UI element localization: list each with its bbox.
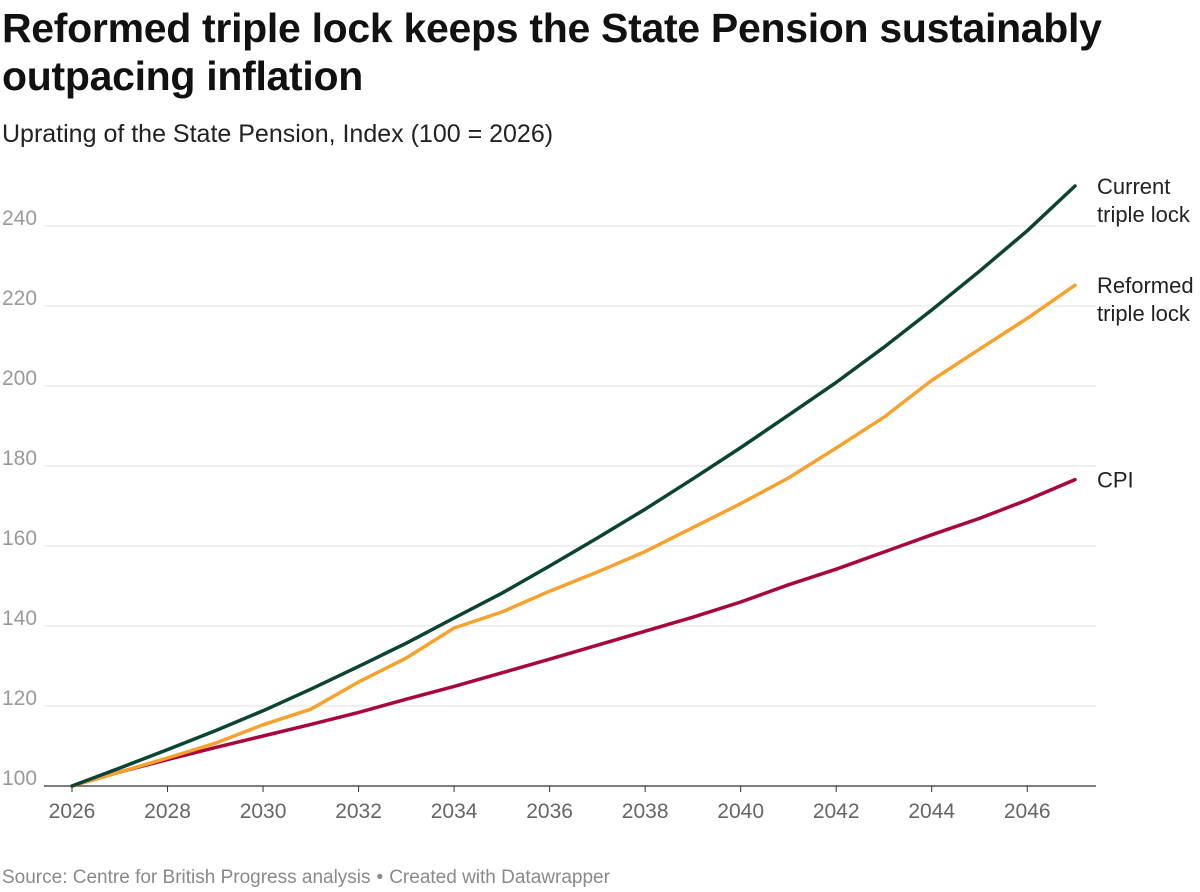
series-line-current-triple-lock [70, 184, 1077, 788]
x-tick-label: 2042 [813, 800, 860, 823]
series-labels: Current triple lock Reformed triple lock CPI [1097, 174, 1194, 493]
gridlines [44, 225, 1096, 787]
series-label-line: triple lock [1097, 301, 1191, 326]
x-tick-label: 2040 [717, 800, 764, 823]
x-tick-label: 2046 [1004, 800, 1051, 823]
series-line-reformed-triple-lock [70, 283, 1077, 788]
y-tick-label: 160 [2, 527, 37, 550]
y-tick-label: 140 [2, 607, 37, 630]
credit-note: Created with Datawrapper [389, 867, 610, 888]
source-note: Source: Centre for British Progress anal… [2, 867, 371, 888]
series-label-current-triple-lock: Current triple lock [1097, 174, 1191, 227]
x-tick-label: 2034 [431, 800, 478, 823]
series-label-line: CPI [1097, 468, 1134, 493]
y-tick-label: 220 [2, 287, 37, 310]
footer-separator: • [376, 867, 384, 888]
series-label-line: triple lock [1097, 202, 1191, 227]
x-axis: 2026 2028 2030 2032 2034 2036 2038 2040 2042 2044… [49, 786, 1051, 823]
x-tick-label: 2030 [240, 800, 287, 823]
series-lines [70, 184, 1077, 788]
series-line-cpi [70, 477, 1077, 788]
chart-subtitle: Uprating of the State Pension, Index (10… [2, 120, 554, 148]
y-axis: 100 120 140 160 180 200 220 240 [2, 207, 37, 790]
y-tick-label: 200 [2, 367, 37, 390]
y-tick-label: 180 [2, 447, 37, 470]
y-tick-label: 120 [2, 687, 37, 710]
x-tick-label: 2036 [526, 800, 573, 823]
series-label-line: Current [1097, 174, 1170, 199]
series-label-cpi: CPI [1097, 468, 1134, 493]
x-tick-label: 2044 [908, 800, 955, 823]
series-label-line: Reformed [1097, 273, 1194, 298]
x-tick-label: 2032 [335, 800, 382, 823]
y-tick-label: 100 [2, 767, 37, 790]
series-label-reformed-triple-lock: Reformed triple lock [1097, 273, 1194, 326]
footer: Source: Centre for British Progress anal… [2, 866, 610, 890]
y-tick-label: 240 [2, 207, 37, 230]
x-tick-label: 2038 [622, 800, 669, 823]
chart-title: Reformed triple lock keeps the State Pen… [2, 5, 1102, 99]
x-tick-label: 2028 [144, 800, 191, 823]
x-tick-label: 2026 [49, 800, 96, 823]
